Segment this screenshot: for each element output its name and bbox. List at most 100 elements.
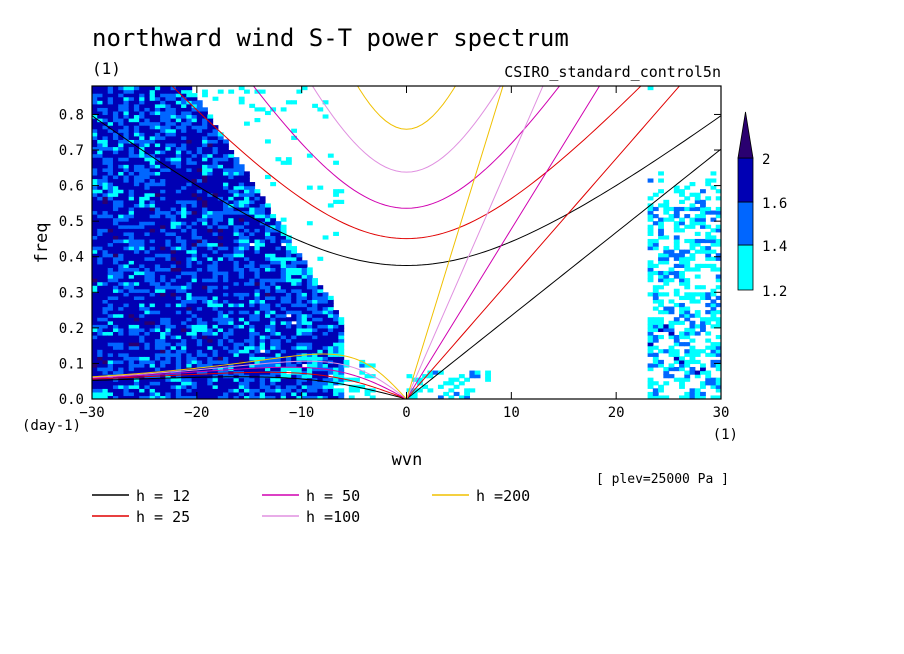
spectrum-cell (296, 374, 303, 379)
spectrum-cell (112, 274, 119, 279)
spectrum-cell (112, 263, 119, 268)
spectrum-cell (249, 292, 256, 297)
spectrum-cell (264, 224, 271, 229)
spectrum-cell (196, 157, 203, 162)
spectrum-cell (306, 221, 313, 226)
spectrum-cell (191, 160, 198, 165)
y-tick-label: 0.1 (59, 356, 84, 372)
spectrum-cell (181, 86, 187, 91)
spectrum-cell (333, 324, 339, 329)
spectrum-cell (102, 349, 109, 354)
spectrum-cell (186, 125, 193, 130)
spectrum-cell (259, 260, 266, 265)
spectrum-cell (144, 324, 151, 329)
spectrum-cell (144, 231, 151, 236)
spectrum-cell (139, 246, 146, 251)
spectrum-cell (364, 391, 371, 397)
spectrum-cell (668, 374, 675, 379)
spectrum-cell (102, 292, 109, 297)
spectrum-cell (154, 246, 161, 251)
spectrum-cell (291, 374, 298, 379)
spectrum-cell (139, 157, 146, 162)
spectrum-cell (301, 374, 308, 379)
spectrum-cell (684, 256, 691, 261)
spectrum-cell (270, 231, 277, 236)
spectrum-cell (233, 363, 240, 368)
spectrum-cell (144, 246, 151, 251)
spectrum-cell (202, 267, 208, 272)
spectrum-cell (202, 292, 208, 297)
spectrum-cell (186, 377, 193, 382)
spectrum-cell (673, 352, 680, 357)
spectrum-cell (97, 306, 104, 311)
spectrum-cell (264, 310, 271, 315)
spectrum-cell (139, 288, 146, 293)
spectrum-cell (97, 281, 104, 286)
spectrum-cell (196, 260, 203, 265)
spectrum-cell (684, 317, 691, 322)
spectrum-cell (275, 256, 282, 261)
spectrum-cell (154, 324, 161, 329)
spectrum-cell (139, 249, 146, 254)
spectrum-cell (128, 153, 135, 158)
spectrum-cell (133, 349, 140, 354)
spectrum-cell (123, 171, 130, 176)
spectrum-cell (144, 274, 151, 279)
spectrum-cell (160, 96, 166, 101)
spectrum-cell (196, 270, 203, 276)
spectrum-cell (112, 295, 119, 301)
spectrum-cell (123, 356, 130, 361)
spectrum-cell (238, 384, 245, 389)
spectrum-cell (270, 352, 277, 357)
spectrum-cell (652, 263, 659, 268)
spectrum-cell (186, 132, 193, 137)
spectrum-cell (112, 178, 119, 183)
spectrum-cell (301, 349, 308, 354)
spectrum-cell (710, 324, 717, 329)
spectrum-cell (181, 100, 187, 105)
spectrum-cell (102, 299, 109, 304)
spectrum-cell (102, 100, 109, 105)
spectrum-cell (217, 338, 224, 343)
spectrum-cell (128, 395, 135, 399)
spectrum-cell (118, 356, 125, 361)
spectrum-cell (154, 281, 161, 286)
spectrum-cell (186, 157, 193, 162)
spectrum-cell (102, 320, 109, 325)
spectrum-cell (684, 263, 691, 268)
spectrum-cell (249, 210, 256, 215)
spectrum-cell (359, 363, 366, 368)
spectrum-cell (128, 331, 135, 336)
spectrum-cell (186, 345, 193, 350)
spectrum-cell (238, 352, 245, 357)
spectrum-cell (338, 327, 345, 333)
spectrum-cell (453, 391, 460, 397)
spectrum-cell (244, 242, 250, 247)
spectrum-cell (170, 381, 177, 386)
spectrum-cell (196, 100, 203, 105)
spectrum-cell (312, 366, 318, 372)
spectrum-cell (175, 270, 182, 276)
spectrum-cell (118, 235, 125, 240)
spectrum-cell (249, 395, 256, 399)
spectrum-cell (228, 171, 235, 176)
spectrum-cell (700, 224, 706, 229)
spectrum-cell (107, 167, 114, 172)
spectrum-cell (291, 377, 298, 382)
spectrum-cell (97, 164, 104, 169)
spectrum-cell (97, 132, 104, 137)
spectrum-cell (154, 256, 161, 261)
spectrum-cell (102, 121, 109, 126)
spectrum-cell (112, 196, 119, 201)
spectrum-cell (102, 260, 109, 265)
spectrum-cell (139, 231, 146, 236)
spectrum-cell (175, 128, 182, 133)
spectrum-cell (102, 384, 109, 389)
spectrum-cell (673, 342, 680, 347)
spectrum-cell (212, 374, 219, 379)
spectrum-cell (139, 185, 146, 190)
spectrum-cell (348, 377, 355, 382)
spectrum-cell (306, 395, 313, 399)
spectrum-cell (705, 345, 712, 350)
spectrum-cell (128, 231, 135, 236)
